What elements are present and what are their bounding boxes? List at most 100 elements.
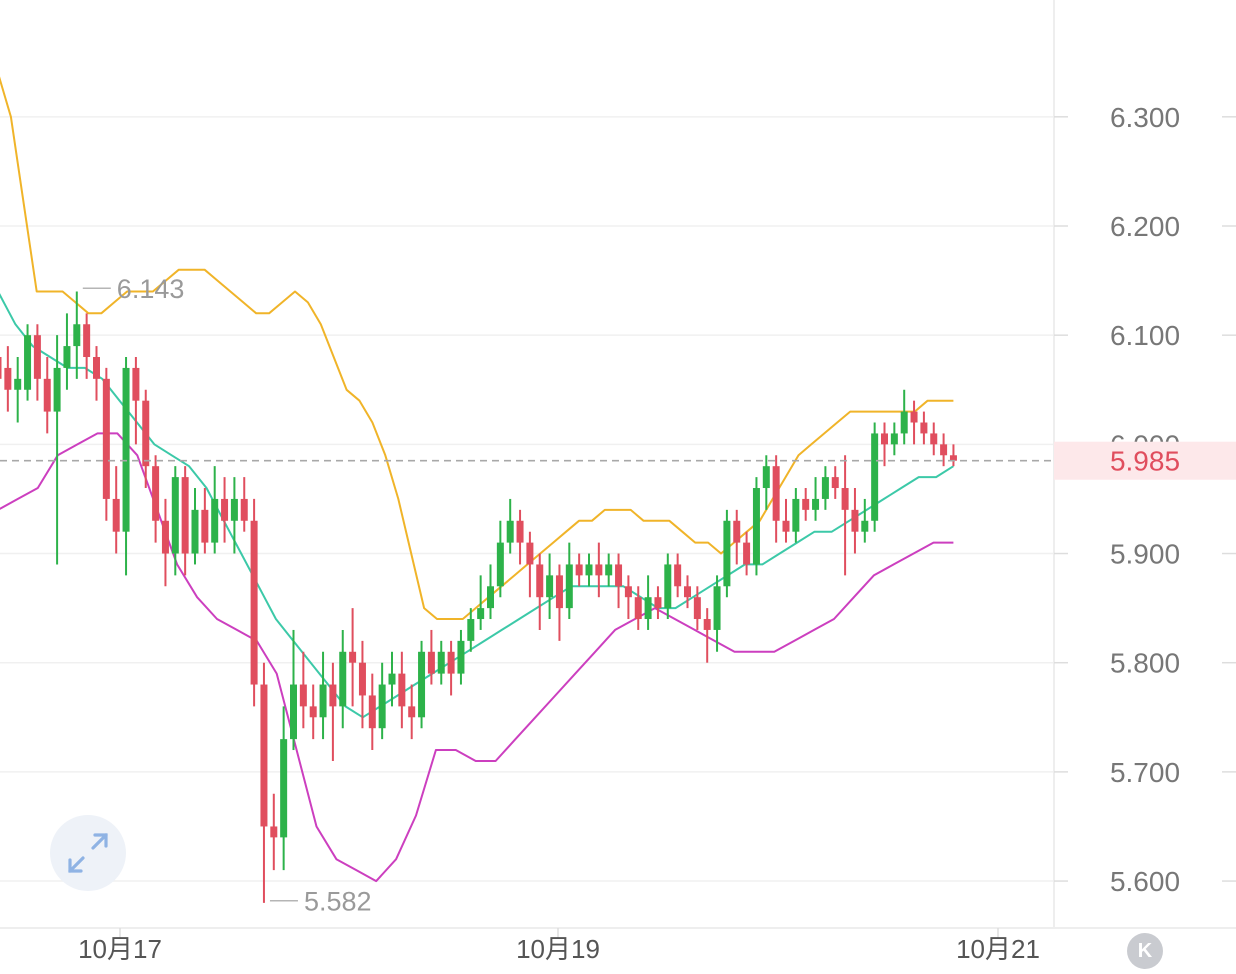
candle: [644, 575, 652, 630]
candle: [43, 357, 51, 434]
candle: [930, 422, 938, 456]
candle: [949, 444, 957, 467]
candle-body: [693, 597, 701, 620]
candle: [792, 488, 800, 543]
candle-body: [949, 455, 957, 461]
candle-body: [644, 597, 652, 620]
candle-body: [575, 564, 583, 576]
expand-chart-button[interactable]: [50, 815, 126, 891]
candle-body: [73, 324, 81, 347]
candle: [900, 389, 908, 445]
candle-body: [871, 433, 879, 521]
candle: [427, 629, 435, 685]
candle: [358, 640, 366, 729]
candle-body: [142, 400, 150, 467]
candle-body: [664, 564, 672, 609]
candle: [910, 400, 918, 445]
candle-body: [595, 564, 603, 576]
candle: [457, 629, 465, 685]
candle: [467, 608, 475, 652]
candle-body: [83, 324, 91, 358]
candle: [821, 466, 829, 510]
candle: [861, 498, 869, 543]
candle: [309, 684, 317, 740]
x-axis-ticks: 10月17 10月19 10月21: [78, 928, 1040, 964]
candle: [24, 324, 32, 401]
candle: [536, 553, 544, 630]
candle: [516, 509, 524, 565]
candle-body: [102, 378, 110, 499]
candle: [782, 498, 790, 543]
candle-body: [812, 498, 820, 510]
candle: [73, 291, 81, 379]
candle-body: [684, 586, 691, 598]
candle: [802, 488, 810, 521]
candle: [181, 466, 189, 576]
upper-band-line: [0, 76, 954, 620]
candle-body: [378, 684, 386, 729]
y-tick-label: 6.300: [1110, 102, 1180, 133]
candle: [14, 357, 22, 423]
candle-body: [329, 684, 337, 707]
candle: [555, 564, 563, 641]
candle-body: [615, 564, 623, 587]
x-tick-label: 10月19: [516, 934, 600, 964]
candle: [871, 422, 879, 532]
candle-body: [831, 477, 839, 489]
candle: [240, 477, 248, 532]
candle: [565, 542, 573, 620]
middle-band-line: [0, 293, 954, 719]
candle-body: [536, 564, 544, 598]
candle-body: [418, 651, 426, 718]
candle-body: [33, 335, 41, 379]
candle: [713, 575, 721, 652]
candle: [33, 324, 41, 401]
candle-body: [585, 564, 593, 576]
candle: [477, 575, 485, 630]
candle: [102, 367, 110, 521]
y-tick-label: 6.200: [1110, 211, 1180, 242]
candle-body: [743, 542, 751, 565]
candle: [260, 662, 268, 903]
candle-body: [349, 651, 357, 663]
candle: [53, 335, 61, 565]
candle: [940, 433, 948, 467]
candle: [122, 357, 130, 576]
candle-body: [230, 498, 238, 521]
candle: [743, 531, 751, 576]
candle-body: [201, 509, 209, 543]
candle: [0, 357, 2, 379]
candle: [585, 553, 593, 587]
candle: [624, 575, 632, 620]
candle: [723, 509, 731, 598]
candle-body: [171, 477, 179, 554]
candle: [881, 422, 888, 467]
last-price-label: 5.985: [1110, 446, 1180, 477]
candle-body: [250, 520, 258, 685]
candle-body: [940, 444, 948, 456]
candle: [230, 477, 238, 554]
candle-body: [703, 619, 711, 630]
candle-body: [398, 673, 406, 707]
extreme-annotations: 6.143 5.582: [82, 274, 372, 917]
candle: [191, 488, 199, 565]
candle-body: [43, 378, 51, 412]
candle-body: [427, 651, 435, 674]
candle-body: [841, 488, 849, 510]
candle: [83, 313, 91, 379]
candle-body: [496, 542, 504, 587]
candle: [349, 608, 357, 707]
candle-body: [24, 335, 32, 390]
lower-band-line: [0, 432, 954, 883]
candle-body: [477, 608, 485, 620]
candle: [920, 411, 928, 445]
k-line-button[interactable]: K: [1127, 933, 1163, 969]
candle-body: [299, 684, 307, 707]
candle: [161, 498, 169, 587]
candle-body: [221, 498, 229, 521]
candle-body: [792, 498, 800, 532]
candle: [693, 586, 701, 630]
candle: [339, 629, 347, 729]
y-tick-label: 6.100: [1110, 320, 1180, 351]
